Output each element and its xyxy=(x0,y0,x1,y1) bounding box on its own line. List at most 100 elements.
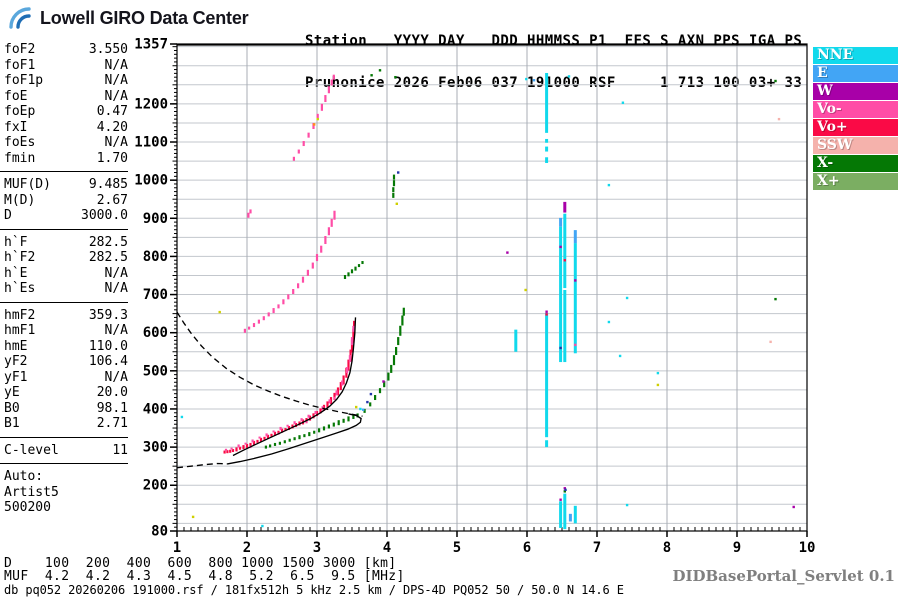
divider xyxy=(0,171,128,172)
param-label: hmE xyxy=(4,338,28,354)
param-label: D xyxy=(4,208,12,223)
param-value: 11 xyxy=(112,442,128,458)
svg-text:8: 8 xyxy=(663,540,671,556)
svg-text:3: 3 xyxy=(313,540,321,556)
param-value: 359.3 xyxy=(88,307,128,323)
param-row: hmF1 N/A xyxy=(4,323,128,339)
param-value: 20.0 xyxy=(96,385,128,400)
legend-item-ssw: SSW xyxy=(813,137,898,154)
param-value: 1.70 xyxy=(96,150,128,166)
param-label: C-level xyxy=(4,442,59,458)
param-label: fmin xyxy=(4,150,36,166)
param-value: 2.67 xyxy=(96,192,128,208)
param-row: foF1 N/A xyxy=(4,58,128,74)
param-value: 4.20 xyxy=(96,119,128,135)
param-value: 3.550 xyxy=(88,42,128,57)
param-value: 106.4 xyxy=(88,354,128,369)
param-value: N/A xyxy=(104,323,128,338)
param-value: 110.0 xyxy=(88,338,128,354)
param-row: foE N/A xyxy=(4,89,128,105)
svg-text:2: 2 xyxy=(243,540,251,556)
param-label: foEp xyxy=(4,104,36,119)
legend-item-nne: NNE xyxy=(813,47,898,64)
svg-text:800: 800 xyxy=(143,249,168,265)
param-row: foEs N/A xyxy=(4,135,128,151)
svg-text:900: 900 xyxy=(143,211,168,227)
param-label: B1 xyxy=(4,416,20,431)
param-label: h`F xyxy=(4,234,28,250)
param-label: hmF1 xyxy=(4,323,36,338)
param-row: h`F2 282.5 xyxy=(4,250,128,266)
param-row: hmF2 359.3 xyxy=(4,308,128,324)
svg-text:1357: 1357 xyxy=(134,37,168,53)
svg-text:80: 80 xyxy=(151,524,168,540)
param-row: hmE 110.0 xyxy=(4,339,128,355)
svg-text:1200: 1200 xyxy=(134,96,168,112)
param-row: M(D) 2.67 xyxy=(4,193,128,209)
logo-text: Lowell GIRO Data Center xyxy=(40,7,249,28)
legend-item-w: W xyxy=(813,83,898,100)
param-value: N/A xyxy=(104,369,128,385)
param-value: N/A xyxy=(104,57,128,73)
svg-text:300: 300 xyxy=(143,440,168,456)
divider xyxy=(0,301,128,303)
divider xyxy=(0,228,128,230)
svg-text:600: 600 xyxy=(143,325,168,341)
servlet-version: DIDBasePortal_Servlet 0.1 xyxy=(672,567,895,585)
parameter-panel: foF2 3.550 foF1 N/A foF1p N/A foE N/A foEp 0.47 fx… xyxy=(0,42,128,516)
param-row: C-level 11 xyxy=(4,443,128,459)
svg-text:4: 4 xyxy=(383,540,391,556)
param-row: h`E N/A xyxy=(4,266,128,282)
param-row: yF2 106.4 xyxy=(4,354,128,370)
param-label: h`E xyxy=(4,265,28,281)
divider xyxy=(0,463,128,464)
param-row: MUF(D) 9.485 xyxy=(4,177,128,193)
svg-text:400: 400 xyxy=(143,401,168,417)
param-label: yE xyxy=(4,385,20,400)
param-row: foF2 3.550 xyxy=(4,42,128,58)
muf-row: MUF 4.2 4.2 4.3 4.5 4.8 5.2 6.5 9.5 [MHz… xyxy=(4,569,405,584)
status-bar: db pq052 20260206 191000.rsf / 181fx512h… xyxy=(4,583,624,597)
param-label: foF2 xyxy=(4,42,36,57)
param-label: hmF2 xyxy=(4,307,36,323)
param-value: 282.5 xyxy=(88,250,128,265)
param-row: h`Es N/A xyxy=(4,281,128,297)
header-values: Pruhonice 2026 Feb06 037 191000 RSF 1 71… xyxy=(305,75,803,91)
param-value: N/A xyxy=(104,281,128,296)
lower-fit-solid xyxy=(227,413,362,465)
svg-text:1: 1 xyxy=(173,540,181,556)
param-label: fxI xyxy=(4,119,28,135)
autoscaling-info-line: 500200 xyxy=(4,500,51,515)
param-row: fmin 1.70 xyxy=(4,151,128,167)
svg-text:200: 200 xyxy=(143,478,168,494)
muf-transmission-low-dashed xyxy=(176,462,228,469)
param-row: B0 98.1 xyxy=(4,401,128,417)
param-row: h`F 282.5 xyxy=(4,235,128,251)
param-value: N/A xyxy=(104,265,128,281)
echo-type-legend: NNE E W Vo- Vo+ SSW X- X+ xyxy=(813,47,898,191)
param-value: N/A xyxy=(104,73,128,88)
legend-item-x: X- xyxy=(813,155,898,172)
legend-item-e: E xyxy=(813,65,898,82)
param-value: N/A xyxy=(104,88,128,104)
param-row: foEp 0.47 xyxy=(4,104,128,120)
divider xyxy=(0,436,128,438)
param-row: foF1p N/A xyxy=(4,73,128,89)
param-row: B1 2.71 xyxy=(4,416,128,432)
autoscaling-info-line: Auto: xyxy=(4,469,44,484)
distance-row: D 100 200 400 600 800 1000 1500 3000 [km… xyxy=(4,556,397,571)
param-label: B0 xyxy=(4,400,20,416)
param-value: 98.1 xyxy=(96,400,128,416)
param-value: N/A xyxy=(104,135,128,150)
svg-text:1100: 1100 xyxy=(134,135,168,151)
legend-item-vo: Vo+ xyxy=(813,119,898,136)
param-label: foF1p xyxy=(4,73,44,88)
param-value: 3000.0 xyxy=(81,208,128,223)
param-label: MUF(D) xyxy=(4,177,51,192)
svg-text:7: 7 xyxy=(593,540,601,556)
param-value: 282.5 xyxy=(88,234,128,250)
param-value: 2.71 xyxy=(96,416,128,431)
param-label: h`Es xyxy=(4,281,36,296)
profile-fit-solid xyxy=(232,317,357,457)
